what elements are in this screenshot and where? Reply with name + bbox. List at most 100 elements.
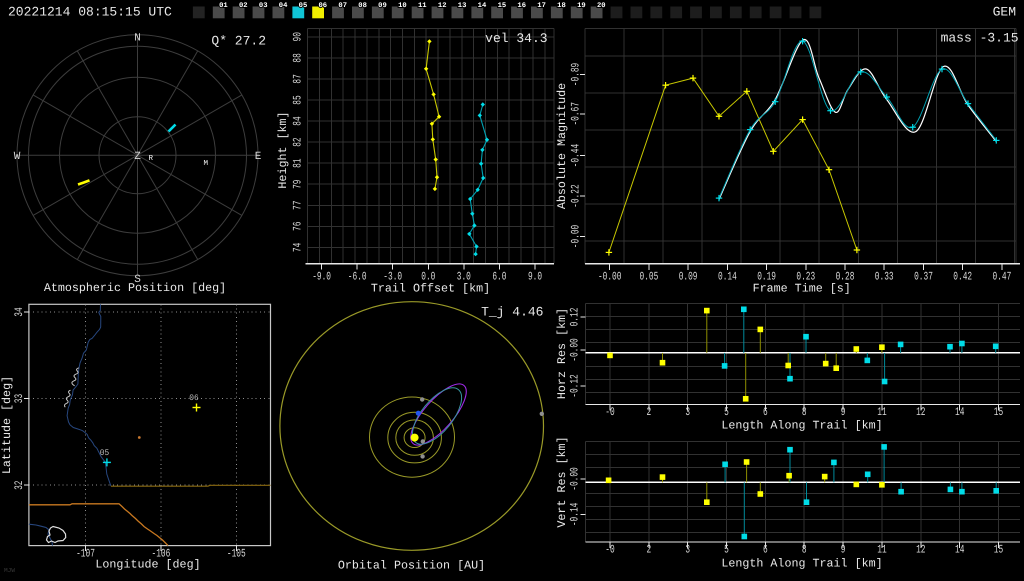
svg-text:3: 3 (685, 406, 690, 419)
svg-text:E: E (255, 151, 262, 163)
svg-text:Atmospheric Position [deg]: Atmospheric Position [deg] (44, 281, 226, 295)
svg-text:3: 3 (685, 543, 690, 556)
svg-text:N: N (134, 32, 141, 44)
svg-text:11: 11 (418, 2, 427, 10)
svg-text:2: 2 (647, 406, 652, 419)
svg-text:-0.00: -0.00 (569, 467, 582, 491)
svg-text:0.05: 0.05 (640, 271, 659, 284)
svg-text:04: 04 (279, 2, 288, 10)
svg-text:M: M (204, 160, 209, 168)
svg-text:Orbital Position [AU]: Orbital Position [AU] (338, 559, 485, 573)
svg-text:82: 82 (292, 137, 305, 146)
svg-text:15: 15 (994, 543, 1003, 556)
svg-text:0.33: 0.33 (875, 271, 894, 284)
svg-text:13: 13 (458, 2, 467, 10)
svg-text:0.28: 0.28 (836, 271, 855, 284)
svg-text:-6.0: -6.0 (348, 271, 367, 284)
svg-text:6: 6 (763, 406, 768, 419)
svg-text:12: 12 (438, 2, 447, 10)
svg-text:06: 06 (319, 2, 328, 10)
svg-text:0.12: 0.12 (569, 308, 582, 327)
svg-text:85: 85 (292, 95, 305, 104)
svg-text:6: 6 (763, 543, 768, 556)
svg-text:8: 8 (802, 406, 807, 419)
svg-text:-0.14: -0.14 (569, 503, 582, 527)
svg-text:16: 16 (517, 2, 526, 10)
svg-text:34: 34 (13, 307, 26, 316)
svg-text:vel 34.3: vel 34.3 (485, 31, 547, 46)
svg-text:81: 81 (292, 158, 305, 167)
svg-text:87: 87 (292, 74, 305, 83)
svg-text:MJW: MJW (4, 567, 15, 574)
svg-text:18: 18 (557, 2, 566, 10)
svg-text:-0.12: -0.12 (569, 374, 582, 398)
svg-text:Height [km]: Height [km] (276, 111, 290, 188)
svg-text:-0.67: -0.67 (570, 102, 583, 126)
svg-text:-0: -0 (605, 543, 614, 556)
svg-text:8: 8 (802, 543, 807, 556)
svg-text:17: 17 (537, 2, 546, 10)
svg-text:Longitude [deg]: Longitude [deg] (95, 558, 200, 572)
svg-text:5: 5 (724, 543, 729, 556)
svg-text:06: 06 (189, 393, 198, 403)
svg-text:09: 09 (378, 2, 387, 10)
svg-text:12: 12 (916, 543, 925, 556)
svg-text:0.19: 0.19 (757, 271, 776, 284)
svg-text:-107: -107 (76, 548, 95, 561)
svg-text:Vert Res [km]: Vert Res [km] (555, 436, 569, 527)
svg-text:0.37: 0.37 (914, 271, 933, 284)
svg-text:6.0: 6.0 (492, 271, 506, 284)
svg-text:32: 32 (13, 480, 26, 489)
svg-text:76: 76 (292, 222, 305, 231)
svg-text:-0.00: -0.00 (598, 271, 622, 284)
svg-text:Q* 27.2: Q* 27.2 (211, 34, 266, 49)
svg-text:01: 01 (219, 2, 228, 10)
svg-text:33: 33 (13, 394, 26, 403)
svg-text:08: 08 (358, 2, 367, 10)
svg-text:0.42: 0.42 (953, 271, 972, 284)
svg-text:T_j 4.46: T_j 4.46 (481, 305, 543, 320)
svg-text:-0.44: -0.44 (570, 144, 583, 168)
svg-text:07: 07 (338, 2, 347, 10)
svg-text:R: R (149, 155, 154, 163)
svg-text:9.0: 9.0 (528, 271, 542, 284)
svg-text:14: 14 (955, 406, 964, 419)
svg-text:15: 15 (498, 2, 507, 10)
svg-text:-3.0: -3.0 (383, 271, 402, 284)
svg-text:Length Along Trail [km]: Length Along Trail [km] (721, 419, 882, 433)
svg-text:Absolute Magnitude: Absolute Magnitude (555, 83, 569, 209)
svg-text:05: 05 (299, 2, 308, 10)
svg-text:3.0: 3.0 (457, 271, 471, 284)
svg-text:14: 14 (955, 543, 964, 556)
svg-text:9: 9 (841, 543, 846, 556)
svg-text:-0.22: -0.22 (570, 184, 583, 208)
svg-text:Latitude [deg]: Latitude [deg] (0, 376, 14, 474)
svg-text:20221214 08:15:15 UTC: 20221214 08:15:15 UTC (8, 5, 172, 20)
svg-text:Horz Res [km]: Horz Res [km] (555, 308, 569, 399)
svg-text:0.0: 0.0 (421, 271, 435, 284)
svg-text:0.14: 0.14 (718, 271, 737, 284)
svg-text:14: 14 (478, 2, 487, 10)
svg-text:12: 12 (916, 406, 925, 419)
svg-text:9: 9 (841, 406, 846, 419)
svg-text:Trail Offset [km]: Trail Offset [km] (371, 282, 490, 296)
svg-text:90: 90 (292, 32, 305, 41)
svg-text:-106: -106 (152, 548, 171, 561)
svg-text:05: 05 (100, 448, 109, 458)
svg-text:15: 15 (994, 406, 1003, 419)
svg-text:84: 84 (292, 116, 305, 125)
svg-text:Frame Time [s]: Frame Time [s] (753, 282, 851, 296)
svg-text:02: 02 (239, 2, 248, 10)
svg-text:-9.0: -9.0 (312, 271, 331, 284)
svg-text:0.47: 0.47 (993, 271, 1012, 284)
svg-text:Z: Z (134, 151, 141, 163)
svg-text:19: 19 (577, 2, 586, 10)
svg-text:-105: -105 (227, 548, 246, 561)
svg-text:0.09: 0.09 (679, 271, 698, 284)
svg-text:79: 79 (292, 179, 305, 188)
svg-text:2: 2 (647, 543, 652, 556)
svg-text:5: 5 (724, 406, 729, 419)
svg-text:-0.00: -0.00 (570, 225, 583, 249)
svg-text:0.23: 0.23 (796, 271, 815, 284)
svg-text:-0: -0 (605, 406, 614, 419)
